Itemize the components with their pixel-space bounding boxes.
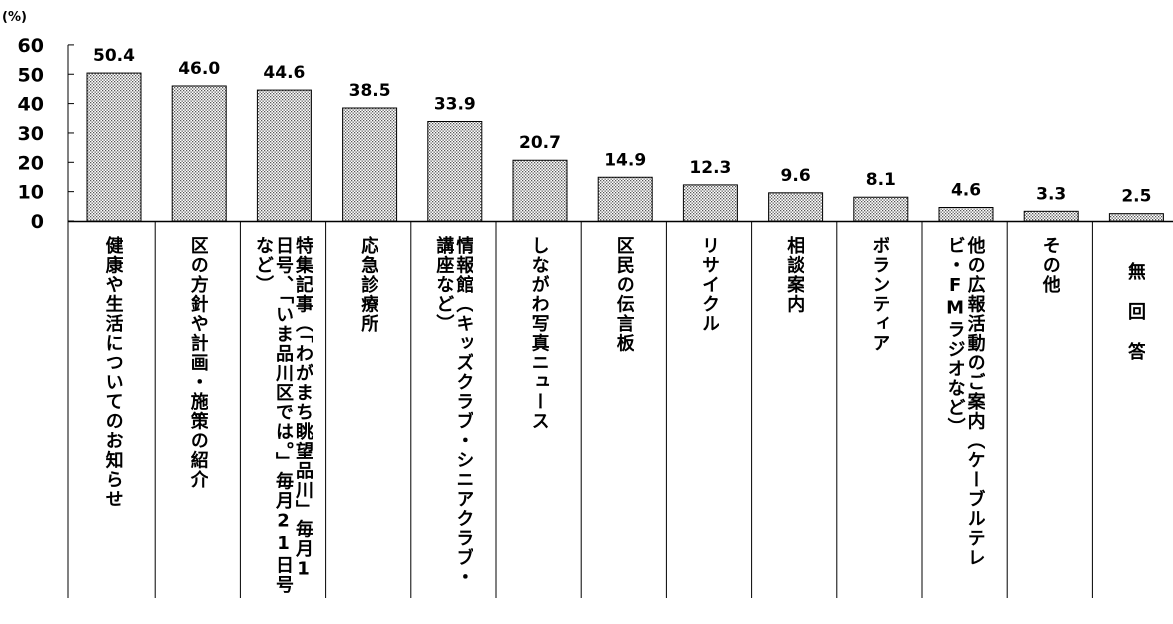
- bar-value-label: 44.6: [263, 63, 305, 83]
- y-tick-label: 0: [31, 211, 44, 233]
- category-label: 特集記事（「わがまち眺望品川」毎月1日号、「いま品川区では。」毎月21日号など）: [253, 236, 313, 595]
- bar: [768, 192, 824, 222]
- bar: [1023, 210, 1079, 222]
- bar: [342, 107, 398, 222]
- category-label: しながわ写真ニュース: [528, 236, 549, 431]
- category-label: 区の方針や計画・施策の紹介: [187, 236, 208, 490]
- category-label: 他の広報活動のご案内（ケーブルテレビ・FMラジオなど）: [944, 236, 985, 568]
- bar: [512, 159, 568, 222]
- bars: 50.4 46.0 44.6 38.5 33.9 20.7 14.9 12.3 9.6 8.1 4.…: [86, 46, 1164, 222]
- y-axis-unit-label: (%): [2, 10, 27, 25]
- y-tick-label: 60: [18, 35, 44, 57]
- y-tick-label: 20: [18, 152, 44, 174]
- bar: [256, 89, 312, 222]
- y-tick-label: 10: [18, 182, 44, 204]
- bar-value-label: 38.5: [349, 81, 391, 101]
- bar-value-label: 4.6: [951, 180, 981, 200]
- bar: [171, 85, 227, 222]
- bar-value-label: 33.9: [434, 95, 476, 115]
- bar-value-label: 2.5: [1121, 187, 1151, 207]
- y-tick-label: 30: [18, 123, 44, 145]
- bar: [597, 176, 653, 222]
- category-label: 健康や生活についてのお知らせ: [102, 236, 123, 509]
- bar-value-label: 46.0: [178, 59, 220, 79]
- bar-value-label: 9.6: [781, 166, 811, 186]
- category-label: 相談案内: [784, 236, 805, 314]
- bar: [1108, 213, 1164, 222]
- bar: [682, 184, 738, 222]
- category-table-lines: [67, 220, 1173, 598]
- bar-value-label: 50.4: [93, 46, 135, 66]
- bar: [86, 72, 142, 222]
- bar: [853, 196, 909, 222]
- bar-value-label: 14.9: [604, 150, 646, 170]
- y-axis: 0 10 20 30 40 50 60: [18, 35, 74, 233]
- category-label: 区民の伝言板: [613, 236, 634, 353]
- category-label: その他: [1039, 236, 1060, 295]
- bar-value-label: 12.3: [689, 158, 731, 178]
- category-label: 応急診療所: [358, 236, 379, 334]
- bar-value-label: 20.7: [519, 133, 561, 153]
- bar: [427, 121, 483, 222]
- y-tick-label: 40: [18, 94, 44, 116]
- bar-value-label: 3.3: [1036, 184, 1066, 204]
- bar: [938, 206, 994, 222]
- category-label: 情報館（キッズクラブ・シニアクラブ・講座など）: [433, 236, 474, 587]
- y-tick-label: 50: [18, 64, 44, 86]
- category-label: ボランティア: [869, 236, 890, 353]
- category-label: リサイクル: [699, 236, 719, 334]
- category-label: 無回答: [1125, 262, 1145, 382]
- bar-value-label: 8.1: [866, 170, 896, 190]
- bar-chart: (%) 0 10 20 30 40 50 60 50.4 46.0 44.6 38.5 33.9 20…: [2, 10, 1173, 598]
